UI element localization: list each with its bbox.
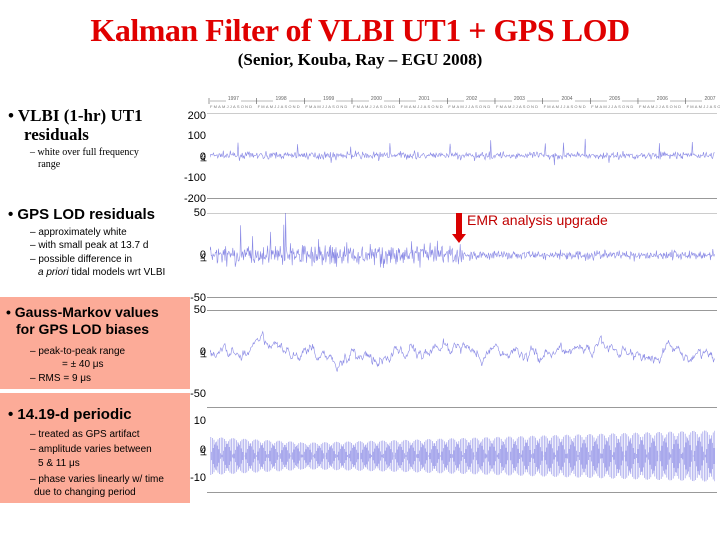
tidal-models-text: tidal models wrt VLBI bbox=[68, 267, 166, 278]
gps-lod-series bbox=[210, 213, 715, 269]
bullet-gauss-line2: for GPS LOD biases bbox=[16, 321, 150, 337]
year-label: 2001 bbox=[416, 96, 432, 102]
month-labels-row: FMAMJJASOND bbox=[686, 104, 720, 109]
month-labels-row: FMAMJJASOND bbox=[400, 104, 444, 109]
ytick: 0 bbox=[199, 346, 206, 358]
periodic-series bbox=[210, 430, 715, 482]
ytick: 50 bbox=[193, 207, 206, 219]
month-labels-row: FMAMJJASOND bbox=[448, 104, 492, 109]
ytick: 0 bbox=[199, 444, 206, 456]
y-axis-label: μs bbox=[197, 447, 207, 456]
bullet-vlbi-sub-2: range bbox=[38, 159, 61, 170]
gridline bbox=[207, 113, 717, 114]
bullet-periodic-sub-3: 5 & 11 μs bbox=[38, 458, 80, 469]
ytick: 200 bbox=[187, 110, 206, 122]
bullet-gauss-heading: • Gauss-Markov values for GPS LOD biases bbox=[6, 304, 159, 338]
gauss-markov-series bbox=[210, 330, 715, 372]
month-labels-row: FMAMJJASOND bbox=[591, 104, 635, 109]
bullet-gps-sub-3: – possible difference in bbox=[30, 254, 133, 265]
year-label: 1999 bbox=[321, 96, 337, 102]
bullet-vlbi-heading: • VLBI (1-hr) UT1 residuals bbox=[8, 106, 143, 144]
month-labels-row: FMAMJJASOND bbox=[638, 104, 683, 109]
month-labels-row: FMAMJJASOND bbox=[305, 104, 349, 109]
ytick: -200 bbox=[183, 193, 206, 205]
year-label: 2002 bbox=[464, 96, 480, 102]
ytick: 10 bbox=[193, 415, 206, 427]
month-labels-row: FMAMJJASOND bbox=[495, 104, 540, 109]
bullet-gps-sub-1: – approximately white bbox=[30, 227, 127, 238]
bullet-vlbi-line2: residuals bbox=[24, 125, 89, 144]
month-labels-row: FMAMJJASOND bbox=[257, 104, 301, 109]
gridline bbox=[207, 310, 717, 311]
month-labels-row: FMAMJJASOND bbox=[210, 104, 254, 109]
bullet-gauss-sub-1: – peak-to-peak range bbox=[30, 346, 126, 357]
emr-annotation: EMR analysis upgrade bbox=[467, 212, 608, 228]
bullet-vlbi-sub-1: – white over full frequency bbox=[30, 147, 139, 158]
year-arrows-icon bbox=[208, 98, 716, 104]
page-subtitle: (Senior, Kouba, Ray – EGU 2008) bbox=[237, 50, 483, 69]
year-label: 2005 bbox=[607, 96, 623, 102]
month-labels-row: FMAMJJASOND bbox=[352, 104, 397, 109]
bullet-gauss-sub-2: = ± 40 μs bbox=[62, 359, 104, 370]
bullet-gps-heading: • GPS LOD residuals bbox=[8, 206, 155, 223]
year-label: 2006 bbox=[654, 96, 670, 102]
month-labels: FMAMJJASOND FMAMJJASOND FMAMJJASOND FMAMJJA… bbox=[208, 104, 720, 110]
bullet-periodic-heading: • 14.19-d periodic bbox=[8, 406, 132, 423]
gridline bbox=[207, 297, 717, 298]
ytick: 50 bbox=[193, 304, 206, 316]
month-labels-row: FMAMJJASOND bbox=[543, 104, 587, 109]
arrow-head-icon bbox=[452, 234, 466, 243]
year-label: 1997 bbox=[225, 96, 241, 102]
ytick: -100 bbox=[183, 172, 206, 184]
year-label: 1998 bbox=[273, 96, 289, 102]
y-axis-label: μs bbox=[197, 253, 207, 262]
ytick: -50 bbox=[190, 388, 206, 400]
year-label: 2000 bbox=[368, 96, 384, 102]
gridline bbox=[207, 492, 717, 493]
y-axis-label: μs bbox=[197, 153, 207, 162]
bullet-periodic-sub-4: – phase varies linearly w/ time bbox=[30, 474, 164, 485]
year-label: 2003 bbox=[511, 96, 527, 102]
gridline bbox=[207, 407, 717, 408]
bullet-periodic-sub-5: due to changing period bbox=[34, 487, 136, 498]
ytick: -50 bbox=[190, 292, 206, 304]
year-label: 2004 bbox=[559, 96, 575, 102]
year-labels: 1997 1998 1999 2000 2001 2002 2003 2004 2005 2006… bbox=[208, 96, 718, 104]
ytick: 0 bbox=[199, 249, 206, 261]
ytick: 0 bbox=[199, 151, 206, 163]
vlbi-ut1-series bbox=[210, 138, 715, 166]
timeline-years bbox=[208, 97, 718, 107]
bullet-periodic-sub-2: – amplitude varies between bbox=[30, 444, 152, 455]
gridline bbox=[207, 198, 717, 199]
highlight-box-gauss-markov bbox=[0, 297, 190, 389]
year-label: 2007 bbox=[702, 96, 718, 102]
bullet-gps-sub-2: – with small peak at 13.7 d bbox=[30, 240, 149, 251]
a-priori-text: a priori bbox=[38, 267, 69, 278]
y-axis-label: μs bbox=[197, 349, 207, 358]
bullet-vlbi-line1: • VLBI (1-hr) UT1 bbox=[8, 106, 143, 125]
ytick: -10 bbox=[190, 472, 206, 484]
gridline bbox=[207, 213, 717, 214]
bullet-periodic-sub-1: – treated as GPS artifact bbox=[30, 429, 140, 440]
bullet-gauss-line1: • Gauss-Markov values bbox=[6, 304, 159, 320]
arrow-down-icon bbox=[456, 213, 462, 235]
bullet-gauss-sub-3: – RMS = 9 μs bbox=[30, 373, 92, 384]
bullet-gps-sub-4: a priori tidal models wrt VLBI bbox=[38, 267, 165, 279]
ytick: 100 bbox=[187, 130, 206, 142]
highlight-box-periodic bbox=[0, 393, 190, 503]
page-title: Kalman Filter of VLBI UT1 + GPS LOD bbox=[90, 12, 630, 48]
